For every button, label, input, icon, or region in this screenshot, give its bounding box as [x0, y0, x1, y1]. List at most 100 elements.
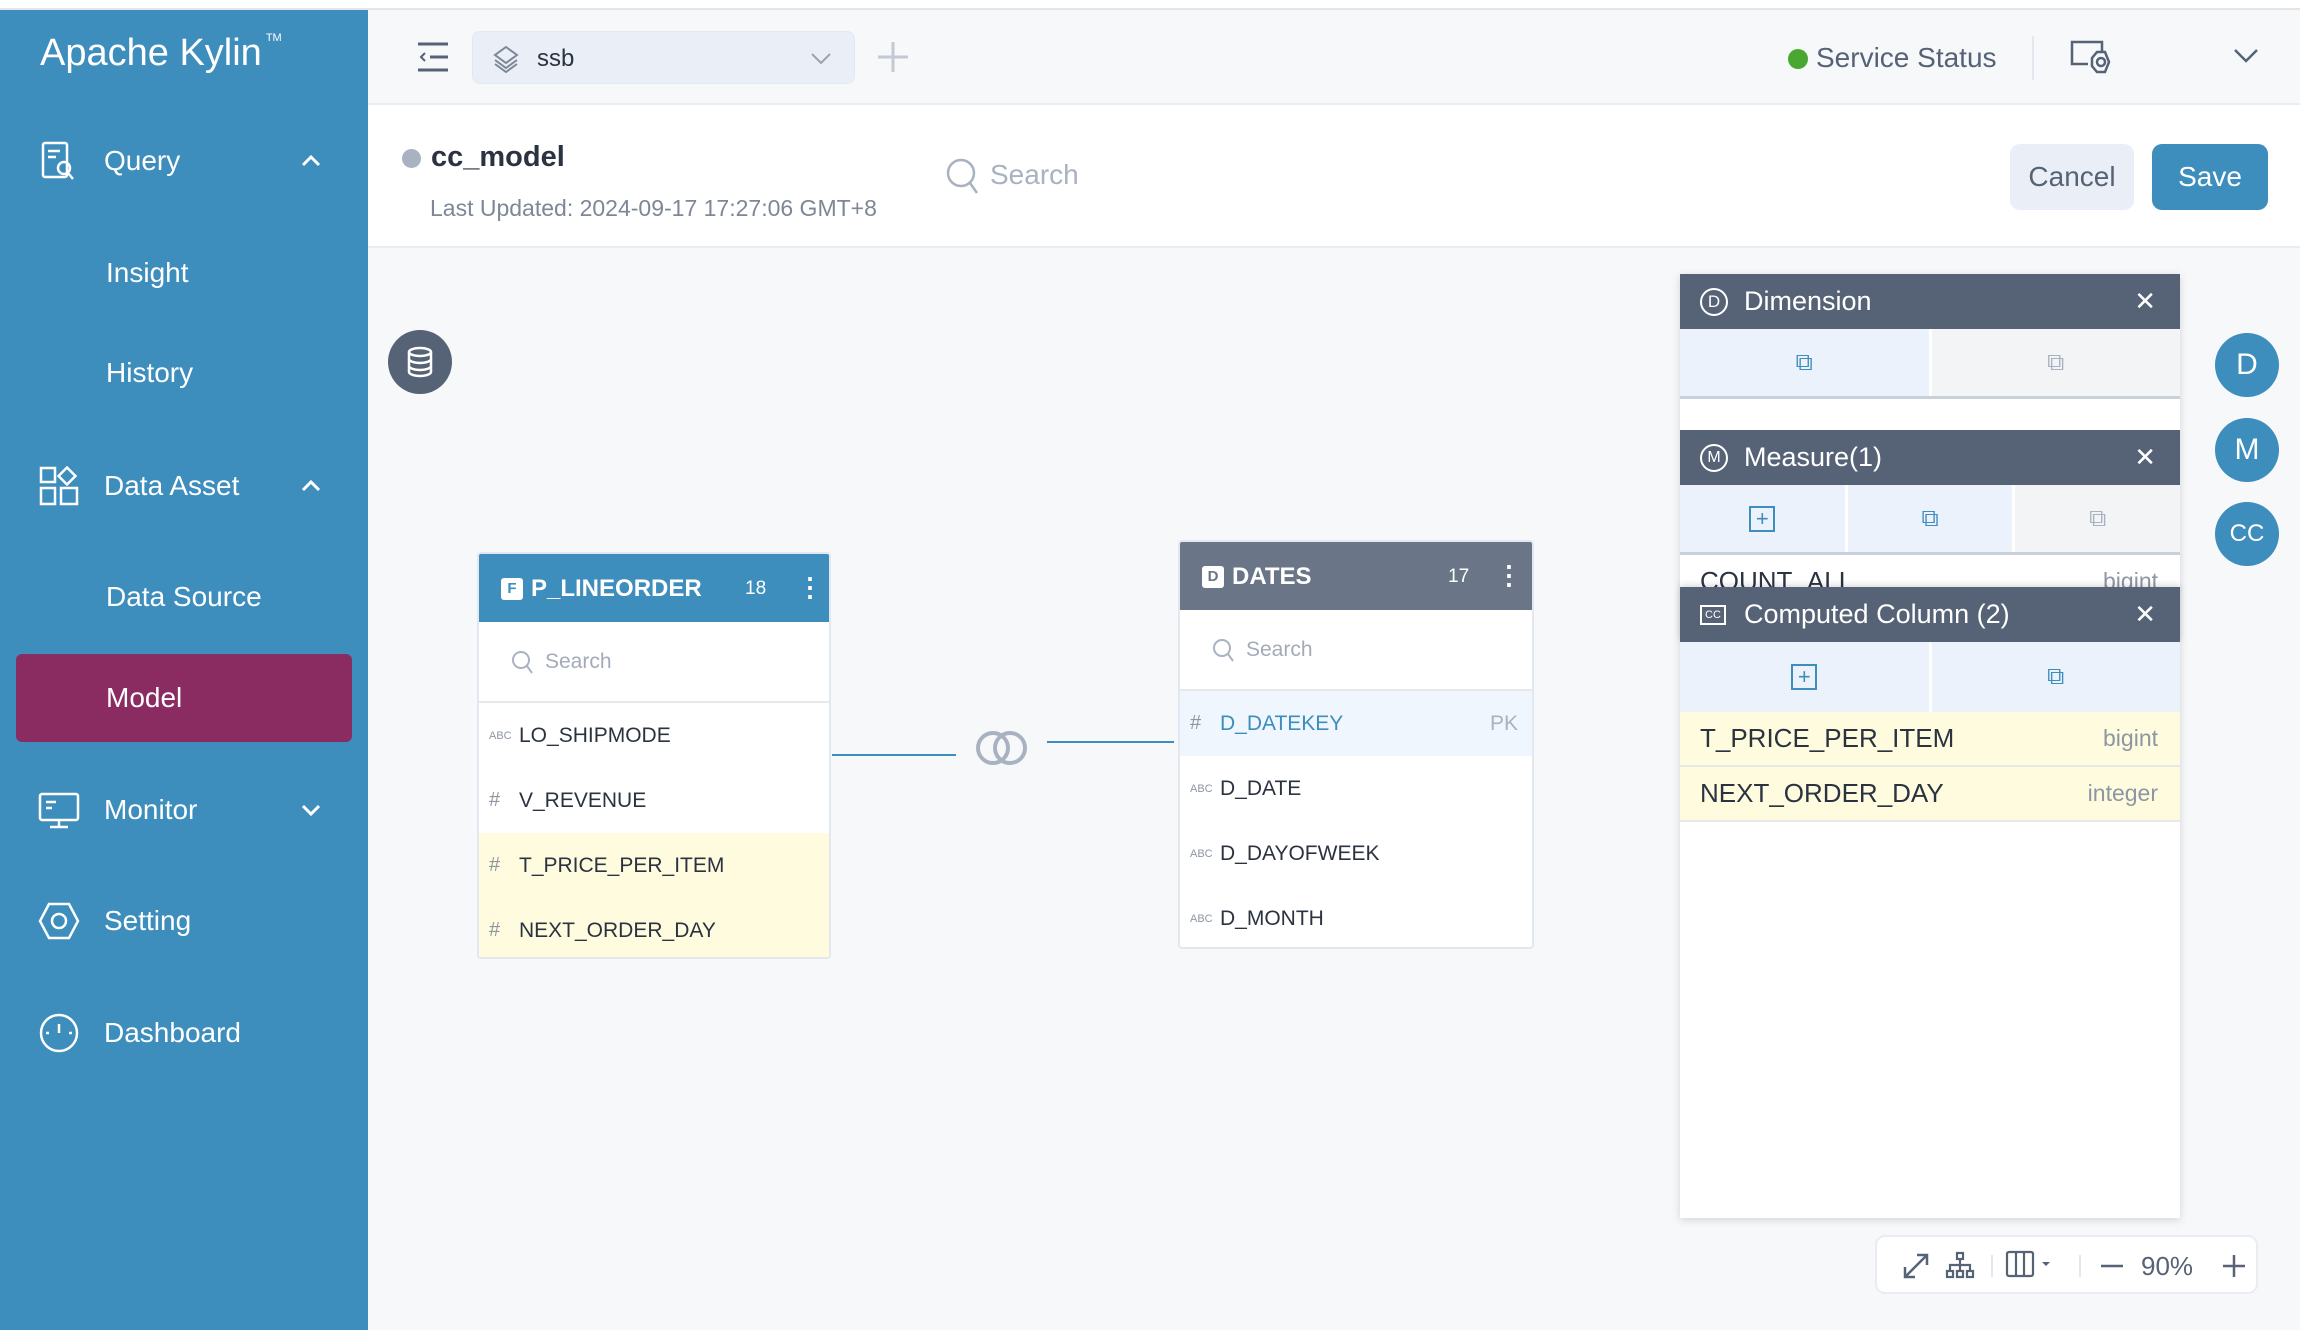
- column-row[interactable]: ABC D_MONTH: [1190, 906, 1324, 930]
- table-card-dates[interactable]: D DATES 17 ⋮ Search # D_DATEKEY PK ABC D_DA…: [1178, 540, 1534, 949]
- sidebar-item-data-asset[interactable]: Data Asset: [0, 451, 368, 521]
- add-measure-button[interactable]: +: [1680, 485, 1845, 552]
- last-updated: Last Updated: 2024-09-17 17:27:06 GMT+8: [430, 195, 877, 221]
- project-select[interactable]: ssb: [472, 31, 855, 84]
- table-search-input[interactable]: Search: [479, 622, 829, 703]
- divider: [2032, 36, 2034, 80]
- measure-row[interactable]: COUNT_ALL bigint: [1700, 566, 2158, 588]
- model-detail-panel: D Dimension ✕ ⧉ ⧉ M Measure(1) ✕ + ⧉ ⧉ C…: [1680, 274, 2181, 1218]
- computed-column-row[interactable]: T_PRICE_PER_ITEM bigint: [1680, 712, 2180, 767]
- search-icon: [946, 158, 979, 194]
- batch-remove-icon: ⧉: [2047, 348, 2065, 376]
- top-strip: [0, 0, 2300, 10]
- batch-add-dimension-button[interactable]: ⧉: [1680, 329, 1929, 396]
- divider: [1991, 1255, 1993, 1277]
- model-search-input[interactable]: Search: [946, 157, 1146, 197]
- table-header[interactable]: D DATES 17 ⋮: [1180, 542, 1532, 610]
- computed-column-row[interactable]: # T_PRICE_PER_ITEM: [479, 833, 829, 898]
- measure-toggle-button[interactable]: M: [2215, 418, 2279, 482]
- service-status-link[interactable]: Service Status: [1816, 42, 1997, 73]
- add-icon: +: [1749, 505, 1776, 532]
- system-settings-icon[interactable]: [2068, 38, 2112, 78]
- column-row[interactable]: # V_REVENUE: [489, 788, 647, 812]
- close-icon[interactable]: ✕: [2134, 442, 2156, 472]
- fullscreen-icon[interactable]: [1901, 1251, 1931, 1281]
- divider: [2079, 1255, 2081, 1277]
- model-status-dot: [402, 149, 421, 168]
- chevron-up-icon: [301, 479, 321, 492]
- batch-remove-icon: ⧉: [2047, 663, 2065, 690]
- batch-add-icon: ⧉: [1795, 348, 1813, 376]
- dimension-icon: D: [1700, 287, 1728, 316]
- dim-table-badge: D: [1202, 566, 1224, 588]
- batch-remove-icon: ⧉: [2089, 504, 2107, 532]
- column-row[interactable]: ABC D_DATE: [1190, 776, 1302, 800]
- more-icon[interactable]: ⋮: [797, 572, 823, 602]
- add-project-icon[interactable]: [876, 40, 910, 74]
- app-logo[interactable]: Apache Kylin TM: [40, 32, 282, 74]
- top-header: ssb Service Status: [368, 10, 2300, 105]
- dimension-toggle-button[interactable]: D: [2215, 333, 2279, 397]
- table-card-p-lineorder[interactable]: F P_LINEORDER 18 ⋮ Search ABC LO_SHIPMODE…: [477, 552, 831, 959]
- setting-icon: [38, 902, 80, 940]
- add-computed-column-button[interactable]: +: [1680, 642, 1929, 712]
- zoom-in-icon[interactable]: [2221, 1253, 2247, 1279]
- canvas-toolbar: 90%: [1875, 1235, 2258, 1294]
- batch-add-measure-button[interactable]: ⧉: [1847, 485, 2013, 552]
- measure-panel-header[interactable]: M Measure(1) ✕: [1680, 430, 2180, 485]
- sidebar-item-model[interactable]: Model: [16, 654, 352, 742]
- dimension-actions: ⧉ ⧉: [1680, 329, 2180, 399]
- datasource-button[interactable]: [388, 330, 452, 394]
- join-connector[interactable]: [830, 720, 1180, 780]
- collapse-menu-icon[interactable]: [416, 40, 450, 74]
- table-name: P_LINEORDER: [531, 575, 702, 602]
- table-search-input[interactable]: Search: [1180, 610, 1532, 691]
- batch-remove-dimension-button[interactable]: ⧉: [1931, 329, 2180, 396]
- sidebar-item-data-source[interactable]: Data Source: [106, 581, 262, 612]
- close-icon[interactable]: ✕: [2134, 599, 2156, 629]
- batch-add-icon: ⧉: [1921, 504, 1939, 532]
- cancel-button[interactable]: Cancel: [2010, 144, 2134, 210]
- sidebar-item-history[interactable]: History: [106, 357, 194, 388]
- computed-column-row[interactable]: # NEXT_ORDER_DAY: [479, 898, 829, 957]
- batch-remove-measure-button[interactable]: ⧉: [2015, 485, 2181, 552]
- search-icon: [1213, 638, 1234, 662]
- auto-layout-icon[interactable]: [1945, 1251, 1975, 1281]
- measure-actions: + ⧉ ⧉: [1680, 485, 2181, 555]
- sidebar-item-dashboard[interactable]: Dashboard: [0, 998, 368, 1068]
- model-name: cc_model: [431, 141, 565, 173]
- inner-join-icon[interactable]: [976, 731, 1027, 765]
- data-asset-icon: [39, 465, 79, 506]
- sidebar-item-setting[interactable]: Setting: [0, 886, 368, 956]
- zoom-out-icon[interactable]: [2099, 1253, 2125, 1279]
- chevron-down-icon: [301, 804, 321, 817]
- column-count: 18: [745, 578, 767, 599]
- column-row[interactable]: ABC D_DAYOFWEEK: [1190, 841, 1380, 865]
- chevron-down-icon[interactable]: [2232, 46, 2260, 66]
- column-row[interactable]: ABC LO_SHIPMODE: [489, 723, 671, 747]
- sidebar-item-monitor[interactable]: Monitor: [0, 775, 368, 845]
- table-header[interactable]: F P_LINEORDER 18 ⋮: [479, 554, 829, 622]
- sidebar-item-insight[interactable]: Insight: [106, 257, 189, 288]
- close-icon[interactable]: ✕: [2134, 286, 2156, 316]
- batch-remove-computed-column-button[interactable]: ⧉: [1931, 642, 2180, 712]
- search-icon: [512, 650, 533, 674]
- computed-column-icon: CC: [1700, 604, 1726, 625]
- sidebar-item-query[interactable]: Query: [0, 126, 368, 196]
- computed-column-panel-header[interactable]: CC Computed Column (2) ✕: [1680, 587, 2180, 642]
- save-button[interactable]: Save: [2152, 144, 2268, 210]
- chevron-up-icon: [301, 154, 321, 167]
- computed-column-toggle-button[interactable]: CC: [2215, 502, 2279, 566]
- pk-tag: PK: [1489, 711, 1518, 735]
- computed-column-actions: + ⧉: [1680, 642, 2180, 712]
- database-icon: [407, 346, 433, 378]
- more-icon[interactable]: ⋮: [1496, 560, 1522, 590]
- model-title-bar: cc_model Last Updated: 2024-09-17 17:27:…: [368, 105, 2300, 248]
- computed-column-row[interactable]: NEXT_ORDER_DAY integer: [1680, 767, 2180, 822]
- dimension-panel-header[interactable]: D Dimension ✕: [1680, 274, 2180, 329]
- zoom-level: 90%: [2141, 1251, 2194, 1281]
- columns-view-icon[interactable]: [2005, 1249, 2055, 1281]
- layers-icon: [493, 45, 519, 74]
- column-row-primary-key[interactable]: # D_DATEKEY PK: [1180, 691, 1532, 756]
- sidebar: Apache Kylin TM Query Insight History Dat…: [0, 10, 368, 1330]
